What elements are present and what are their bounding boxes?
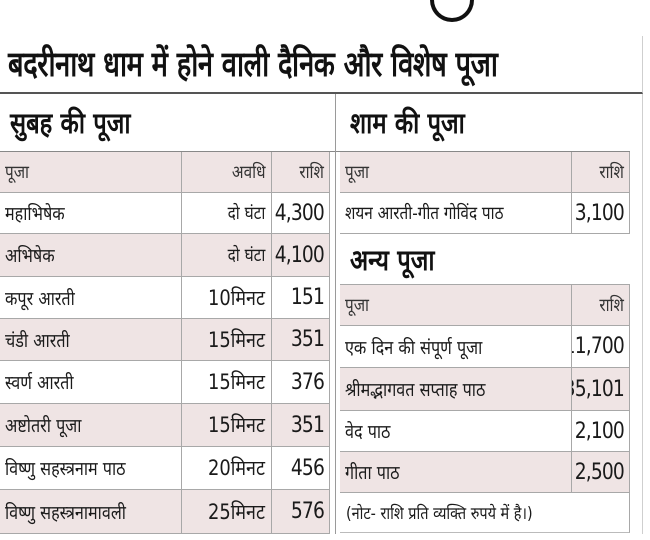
puja-name: महाभिषेक <box>0 193 182 233</box>
header-puja: पूजा <box>340 152 572 192</box>
morning-section-title: सुबह की पूजा <box>10 106 131 140</box>
table-row: एक दिन की संपूर्ण पूजा 11,700 <box>340 326 630 368</box>
puja-name: शयन आरती-गीत गोविंद पाठ <box>340 193 572 233</box>
table-row: अष्टोतरी पूजा 15मिनट 351 <box>0 404 330 447</box>
table-row: अभिषेक दो घंटा 4,100 <box>0 234 330 277</box>
puja-amount: 351 <box>272 319 330 360</box>
puja-name: एक दिन की संपूर्ण पूजा <box>340 326 572 367</box>
morning-title-rule <box>0 151 335 152</box>
table-header-row: पूजा राशि <box>340 284 630 326</box>
puja-amount: 11,700 <box>572 326 630 367</box>
amount-note: (नोट- राशि प्रति व्यक्ति रुपये में है।) <box>340 493 630 533</box>
puja-name: स्वर्ण आरती <box>0 361 182 403</box>
puja-amount: 4,100 <box>272 234 330 276</box>
puja-amount: 4,300 <box>272 193 330 233</box>
header-puja: पूजा <box>0 152 182 192</box>
puja-name: अष्टोतरी पूजा <box>0 404 182 446</box>
puja-duration: 15मिनट <box>182 319 272 360</box>
puja-amount: 2,100 <box>572 411 630 451</box>
puja-name: वेद पाठ <box>340 411 572 451</box>
table-row: श्रीमद्भागवत सप्ताह पाठ 35,101 <box>340 368 630 411</box>
evening-title-rule <box>336 151 630 152</box>
table-row: कपूर आरती 10मिनट 151 <box>0 277 330 319</box>
header-amount: राशि <box>572 152 630 192</box>
puja-name: विष्णु सहस्त्रनामावली <box>0 490 182 533</box>
table-row: शयन आरती-गीत गोविंद पाठ 3,100 <box>340 193 630 234</box>
puja-duration: 25मिनट <box>182 490 272 533</box>
table-row: महाभिषेक दो घंटा 4,300 <box>0 193 330 234</box>
table-row: स्वर्ण आरती 15मिनट 376 <box>0 361 330 404</box>
table-row: गीता पाठ 2,500 <box>340 452 630 493</box>
puja-name: श्रीमद्भागवत सप्ताह पाठ <box>340 368 572 410</box>
title-band: बदरीनाथ धाम में होने वाली दैनिक और विशेष… <box>0 36 643 94</box>
table-row: विष्णु सहस्त्रनामावली 25मिनट 576 <box>0 490 330 534</box>
header-amount: राशि <box>272 152 330 192</box>
puja-name: विष्णु सहस्त्रनाम पाठ <box>0 447 182 489</box>
section-divider <box>335 94 336 534</box>
right-border <box>642 94 643 534</box>
puja-amount: 3,100 <box>572 193 630 233</box>
puja-amount: 576 <box>272 490 330 533</box>
puja-duration: 15मिनट <box>182 361 272 403</box>
puja-name: अभिषेक <box>0 234 182 276</box>
puja-amount: 35,101 <box>572 368 630 410</box>
header-puja: पूजा <box>340 285 572 325</box>
page-title: बदरीनाथ धाम में होने वाली दैनिक और विशेष… <box>8 45 498 85</box>
table-row: चंडी आरती 15मिनट 351 <box>0 319 330 361</box>
table-row: विष्णु सहस्त्रनाम पाठ 20मिनट 456 <box>0 447 330 490</box>
header-amount: राशि <box>572 285 630 325</box>
masthead-logo-fragment <box>430 0 474 22</box>
puja-amount: 151 <box>272 277 330 318</box>
puja-amount: 2,500 <box>572 452 630 492</box>
puja-duration: दो घंटा <box>182 234 272 276</box>
header-duration: अवधि <box>182 152 272 192</box>
puja-amount: 351 <box>272 404 330 446</box>
puja-amount: 376 <box>272 361 330 403</box>
puja-amount: 456 <box>272 447 330 489</box>
table-header-row: पूजा राशि <box>340 152 630 193</box>
puja-duration: दो घंटा <box>182 193 272 233</box>
puja-name: चंडी आरती <box>0 319 182 360</box>
puja-duration: 10मिनट <box>182 277 272 318</box>
puja-duration: 20मिनट <box>182 447 272 489</box>
puja-duration: 15मिनट <box>182 404 272 446</box>
puja-name: गीता पाठ <box>340 452 572 492</box>
table-header-row: पूजा अवधि राशि <box>0 152 330 193</box>
other-section-title: अन्य पूजा <box>350 243 435 277</box>
evening-section-title: शाम की पूजा <box>350 106 465 140</box>
puja-name: कपूर आरती <box>0 277 182 318</box>
table-row: वेद पाठ 2,100 <box>340 411 630 452</box>
